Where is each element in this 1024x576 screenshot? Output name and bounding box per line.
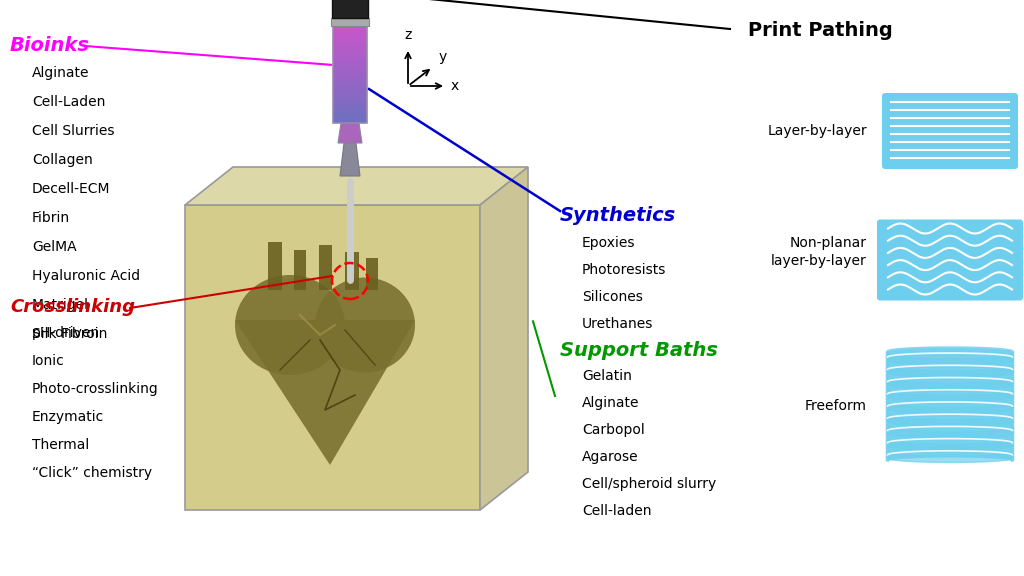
Bar bbox=[333, 83, 367, 89]
Text: Synthetics: Synthetics bbox=[560, 206, 676, 225]
Bar bbox=[333, 93, 367, 98]
Bar bbox=[333, 44, 367, 50]
Bar bbox=[333, 35, 367, 40]
Text: x: x bbox=[451, 79, 459, 93]
Bar bbox=[332, 0, 368, 18]
Bar bbox=[333, 25, 367, 31]
Bar bbox=[366, 258, 378, 290]
Text: Cell Slurries: Cell Slurries bbox=[32, 124, 115, 138]
Text: GelMA: GelMA bbox=[32, 240, 77, 254]
Text: Ionic: Ionic bbox=[32, 354, 65, 368]
Text: Alginate: Alginate bbox=[32, 66, 89, 80]
Bar bbox=[294, 250, 306, 290]
Text: Silicones: Silicones bbox=[582, 290, 643, 304]
Text: Cell-Laden: Cell-Laden bbox=[32, 95, 105, 109]
Bar bbox=[333, 74, 367, 79]
Bar bbox=[333, 59, 367, 65]
Bar bbox=[333, 64, 367, 70]
Text: Photoresists: Photoresists bbox=[582, 263, 667, 277]
Text: Collagen: Collagen bbox=[32, 153, 93, 167]
Bar bbox=[333, 88, 367, 94]
Polygon shape bbox=[480, 167, 528, 510]
Ellipse shape bbox=[234, 275, 345, 375]
Bar bbox=[333, 108, 367, 113]
Text: Non-planar
layer-by-layer: Non-planar layer-by-layer bbox=[771, 236, 867, 268]
Bar bbox=[268, 242, 282, 290]
Bar bbox=[333, 69, 367, 74]
Bar bbox=[333, 117, 367, 123]
Polygon shape bbox=[340, 143, 360, 176]
Polygon shape bbox=[338, 123, 362, 143]
Bar bbox=[333, 30, 367, 36]
Bar bbox=[333, 103, 367, 108]
Bar bbox=[333, 26, 367, 123]
FancyBboxPatch shape bbox=[877, 219, 1023, 301]
Bar bbox=[333, 112, 367, 118]
Text: Carbopol: Carbopol bbox=[582, 423, 645, 437]
Text: Print Pathing: Print Pathing bbox=[748, 21, 892, 40]
Text: Cell/spheroid slurry: Cell/spheroid slurry bbox=[582, 477, 716, 491]
Bar bbox=[333, 50, 367, 55]
Text: pH-driven: pH-driven bbox=[32, 326, 100, 340]
Text: Decell-ECM: Decell-ECM bbox=[32, 182, 111, 196]
Text: “Click” chemistry: “Click” chemistry bbox=[32, 466, 153, 480]
Text: Fibrin: Fibrin bbox=[32, 211, 70, 225]
Text: y: y bbox=[438, 50, 446, 64]
Text: Cell-laden: Cell-laden bbox=[582, 504, 651, 518]
Polygon shape bbox=[185, 205, 480, 510]
Text: Thermal: Thermal bbox=[32, 438, 89, 452]
Text: Silk Fibroin: Silk Fibroin bbox=[32, 327, 108, 341]
Text: Hyaluronic Acid: Hyaluronic Acid bbox=[32, 269, 140, 283]
Text: Matrigel: Matrigel bbox=[32, 298, 89, 312]
Bar bbox=[345, 252, 359, 290]
Text: Freeform: Freeform bbox=[805, 399, 867, 413]
Text: Bioinks: Bioinks bbox=[10, 36, 90, 55]
Text: Photo-crosslinking: Photo-crosslinking bbox=[32, 382, 159, 396]
Bar bbox=[333, 54, 367, 60]
Bar bbox=[331, 18, 369, 26]
Polygon shape bbox=[185, 167, 528, 205]
Text: Support Baths: Support Baths bbox=[560, 341, 718, 360]
Bar bbox=[333, 78, 367, 84]
Bar bbox=[333, 40, 367, 46]
Text: Urethanes: Urethanes bbox=[582, 317, 653, 331]
Polygon shape bbox=[234, 320, 415, 465]
Ellipse shape bbox=[315, 278, 415, 373]
Text: z: z bbox=[404, 28, 412, 42]
Text: Epoxies: Epoxies bbox=[582, 236, 636, 250]
Text: Layer-by-layer: Layer-by-layer bbox=[767, 124, 867, 138]
Bar bbox=[333, 98, 367, 104]
Text: Crosslinking: Crosslinking bbox=[10, 298, 135, 316]
Bar bbox=[319, 245, 332, 290]
FancyBboxPatch shape bbox=[882, 93, 1018, 169]
Text: Alginate: Alginate bbox=[582, 396, 640, 410]
Text: Gelatin: Gelatin bbox=[582, 369, 632, 383]
Text: Agarose: Agarose bbox=[582, 450, 639, 464]
Text: Enzymatic: Enzymatic bbox=[32, 410, 104, 424]
